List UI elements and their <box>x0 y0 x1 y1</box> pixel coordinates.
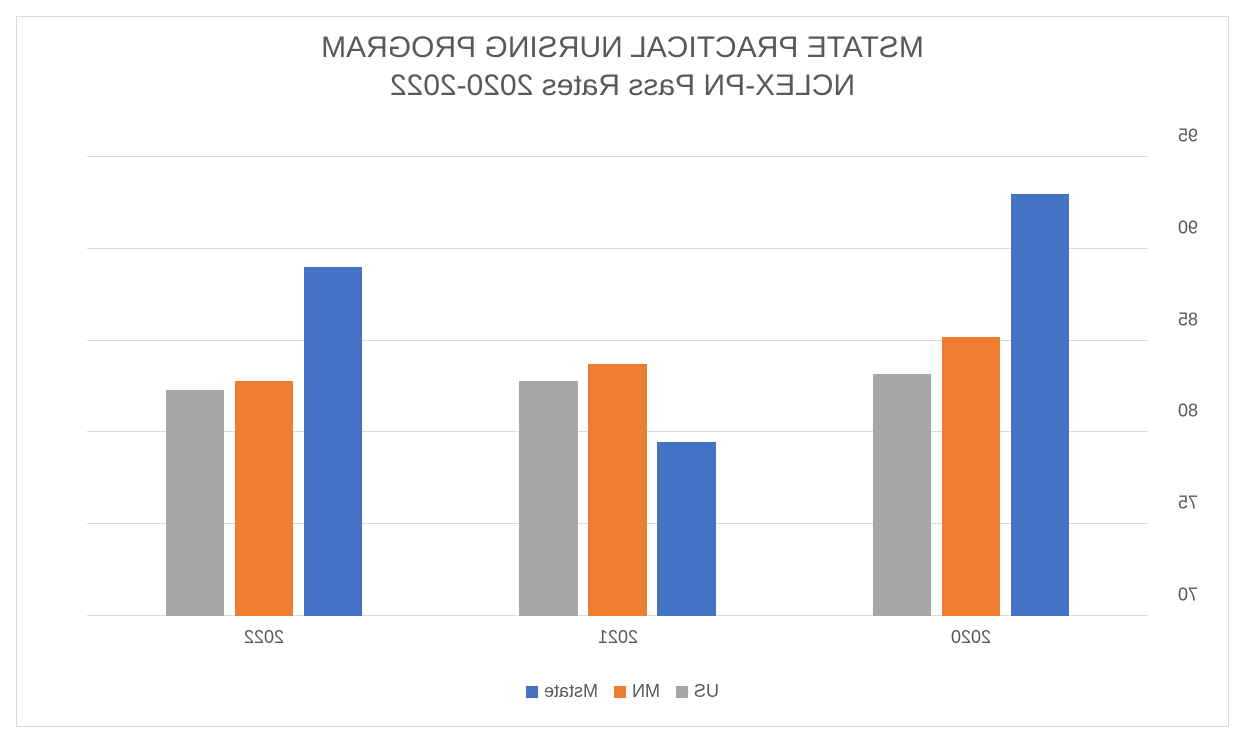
legend-item-mstate: Mstate <box>526 681 598 702</box>
bar-us-2022 <box>166 390 224 616</box>
legend: Mstate MN US <box>17 681 1228 702</box>
gridline <box>87 156 1148 157</box>
x-axis-label: 2022 <box>244 627 284 648</box>
y-axis-label: 70 <box>1153 585 1198 606</box>
title-line-1: MSTATE PRACTICAL NURSING PROGRAM <box>17 29 1228 67</box>
title-line-2: NCLEX-PN Pass Rates 2020-2022 <box>17 67 1228 105</box>
x-axis-label: 2020 <box>951 627 991 648</box>
bar-us-2020 <box>873 374 931 616</box>
chart-frame: MSTATE PRACTICAL NURSING PROGRAM NCLEX-P… <box>16 16 1229 727</box>
y-axis-label: 95 <box>1153 126 1198 147</box>
legend-swatch <box>676 686 688 698</box>
y-axis-label: 80 <box>1153 401 1198 422</box>
bar-us-2021 <box>519 381 577 616</box>
legend-label: US <box>694 681 719 702</box>
y-axis-label: 85 <box>1153 309 1198 330</box>
chart-title: MSTATE PRACTICAL NURSING PROGRAM NCLEX-P… <box>17 29 1228 104</box>
bar-mstate-2020 <box>1011 194 1069 616</box>
legend-label: MN <box>632 681 660 702</box>
legend-item-mn: MN <box>614 681 660 702</box>
plot-area: 707580859095202020212022 <box>87 157 1148 616</box>
bar-mn-2021 <box>588 364 646 616</box>
bar-mstate-2022 <box>304 267 362 616</box>
bar-mn-2022 <box>235 381 293 616</box>
gridline <box>87 248 1148 249</box>
legend-swatch <box>614 686 626 698</box>
x-axis-label: 2021 <box>597 627 637 648</box>
legend-swatch <box>526 686 538 698</box>
bar-mn-2020 <box>942 337 1000 616</box>
y-axis-label: 90 <box>1153 217 1198 238</box>
bar-mstate-2021 <box>657 442 715 616</box>
legend-label: Mstate <box>544 681 598 702</box>
legend-item-us: US <box>676 681 719 702</box>
y-axis-label: 75 <box>1153 493 1198 514</box>
